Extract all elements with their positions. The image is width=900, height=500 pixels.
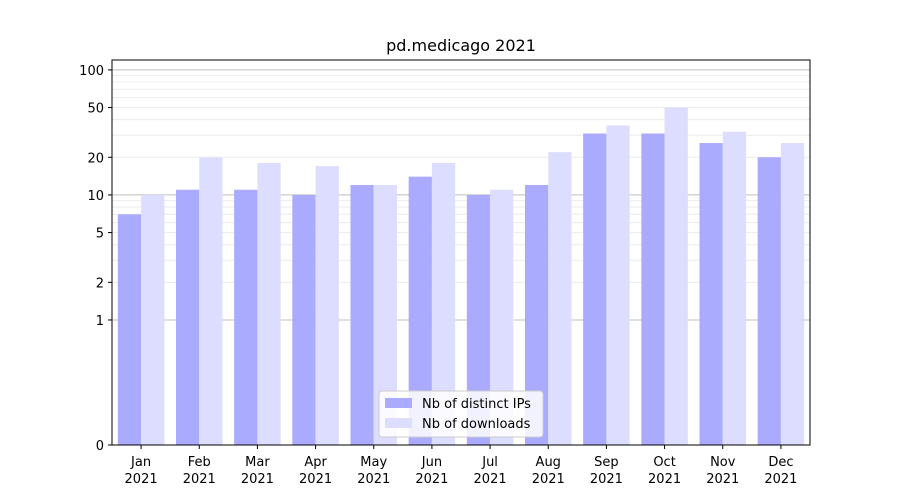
legend-swatch — [385, 398, 412, 408]
bar-distinct-ips-feb — [175, 189, 200, 445]
x-tick-label-year: 2021 — [590, 472, 623, 487]
bar-downloads-mar — [257, 163, 281, 445]
x-tick-label-year: 2021 — [299, 472, 332, 487]
bar-distinct-ips-sep — [583, 133, 607, 445]
legend-box — [378, 390, 544, 438]
y-tick-label: 10 — [87, 189, 104, 204]
bar-distinct-ips-aug — [524, 185, 549, 445]
legend-label: Nb of downloads — [422, 417, 531, 432]
y-axis: 0 1 2 5 10 20 50 100 — [79, 64, 112, 454]
x-tick-label-month: Nov — [710, 455, 736, 470]
x-tick-label-year: 2021 — [241, 472, 274, 487]
bar-distinct-ips-jun — [408, 176, 432, 445]
x-tick-label-month: Jan — [130, 455, 151, 470]
bar-downloads-nov — [722, 131, 747, 445]
grid-lines — [112, 69, 810, 321]
bar-distinct-ips-apr — [292, 194, 316, 445]
x-tick-label-month: Jul — [481, 455, 498, 470]
x-tick-label-year: 2021 — [532, 472, 565, 487]
x-tick-label-year: 2021 — [648, 472, 681, 487]
bar-downloads-jan — [141, 194, 165, 445]
x-tick-label-year: 2021 — [183, 472, 216, 487]
bar-distinct-ips-jul — [466, 194, 491, 445]
x-tick-label-month: Jun — [421, 455, 442, 470]
x-tick-label-year: 2021 — [764, 472, 797, 487]
y-tick-label: 5 — [96, 227, 104, 242]
x-tick-label-month: Feb — [188, 455, 211, 470]
y-tick-label: 1 — [96, 314, 104, 329]
bar-distinct-ips-mar — [234, 189, 258, 445]
x-tick-label-month: Dec — [768, 455, 793, 470]
x-tick-label-year: 2021 — [474, 472, 507, 487]
x-tick-label-month: Aug — [536, 455, 561, 470]
y-tick-label: 0 — [96, 439, 104, 454]
bar-downloads-jun — [431, 163, 456, 445]
bar-downloads-may — [373, 185, 398, 445]
plot-frame — [111, 59, 811, 446]
x-tick-label-year: 2021 — [357, 472, 390, 487]
legend-label: Nb of distinct IPs — [422, 397, 531, 412]
x-axis: Jan 2021 Feb 2021 Mar 2021 Apr 2021 May 2021 Jun 20… — [125, 445, 797, 487]
bar-distinct-ips-jan — [117, 214, 142, 445]
x-tick-label-year: 2021 — [706, 472, 739, 487]
bar-downloads-sep — [606, 125, 630, 445]
legend-swatch — [385, 418, 412, 428]
x-tick-label-month: Mar — [245, 455, 270, 470]
y-tick-label: 20 — [87, 151, 104, 166]
bar-downloads-dec — [780, 143, 805, 445]
y-tick-label: 2 — [96, 276, 104, 291]
bar-distinct-ips-nov — [699, 143, 723, 445]
bar-distinct-ips-oct — [641, 133, 665, 445]
x-tick-label-year: 2021 — [415, 472, 448, 487]
bar-downloads-oct — [664, 107, 688, 446]
bars — [117, 107, 805, 446]
x-tick-label-month: Oct — [653, 455, 675, 470]
x-tick-label-year: 2021 — [125, 472, 158, 487]
bar-distinct-ips-may — [350, 185, 374, 445]
legend: Nb of distinct IPs Nb of downloads — [378, 390, 544, 438]
bar-downloads-aug — [548, 152, 572, 445]
bar-distinct-ips-dec — [757, 157, 781, 445]
y-tick-label: 50 — [87, 102, 104, 117]
bar-downloads-jul — [490, 189, 514, 445]
x-tick-label-month: May — [360, 455, 387, 470]
x-tick-label-month: Apr — [304, 455, 327, 470]
bar-downloads-feb — [199, 157, 223, 445]
bar-downloads-apr — [315, 166, 339, 445]
y-tick-label: 100 — [79, 64, 104, 79]
x-tick-label-month: Sep — [594, 455, 619, 470]
chart-title: pd.medicago 2021 — [386, 36, 536, 55]
